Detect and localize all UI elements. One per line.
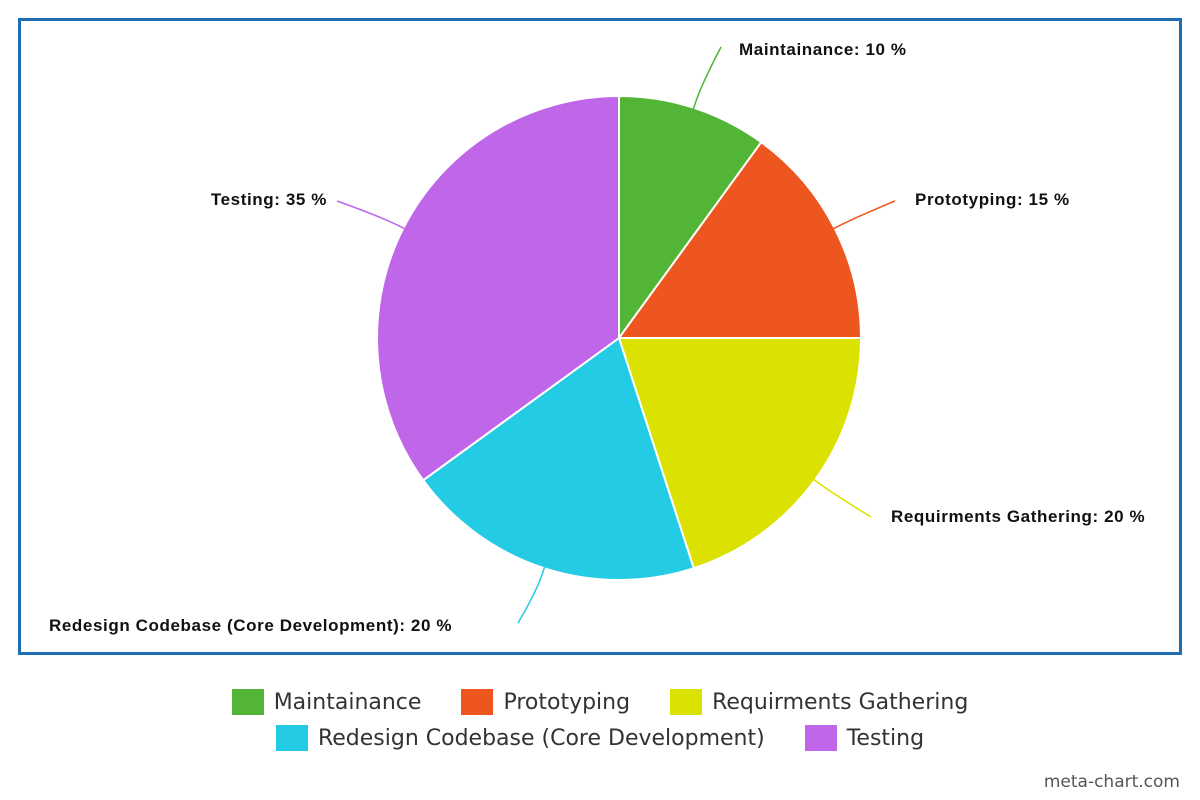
watermark[interactable]: meta-chart.com [1043,772,1180,792]
legend-item-testing[interactable]: Testing [804,725,925,751]
legend-item-maintainance[interactable]: Maintainance [231,689,422,715]
slice-label-redesign-codebase: Redesign Codebase (Core Development): 20… [49,616,452,635]
legend-swatch-testing [804,725,837,751]
leader-line-redesign-codebase [517,526,559,624]
leader-line-prototyping [795,200,896,249]
legend-label-maintainance: Maintainance [273,689,422,715]
leader-line-requirments-gathering [779,454,872,518]
legend-swatch-redesign-codebase [275,725,308,751]
legend-row-1: Maintainance Prototyping Requirments Gat… [0,684,1200,720]
legend-label-testing: Testing [846,725,925,751]
pie-chart: Maintainance: 10 % Prototyping: 15 % Requi… [49,40,1145,635]
legend-item-redesign-codebase[interactable]: Redesign Codebase (Core Development) [275,725,765,751]
legend: Maintainance Prototyping Requirments Gat… [0,684,1200,756]
slice-label-testing: Testing: 35 % [211,190,327,209]
legend-swatch-prototyping [461,689,494,715]
chart-frame: Maintainance: 10 % Prototyping: 15 % Requi… [18,18,1182,655]
leader-line-maintainance [679,46,722,150]
legend-label-redesign-codebase: Redesign Codebase (Core Development) [317,725,765,751]
slice-label-maintainance: Maintainance: 10 % [739,40,907,59]
legend-item-requirments-gathering[interactable]: Requirments Gathering [670,689,968,715]
slice-label-prototyping: Prototyping: 15 % [915,190,1070,209]
legend-swatch-maintainance [231,689,264,715]
legend-item-prototyping[interactable]: Prototyping [461,689,630,715]
leader-line-testing [336,200,443,249]
slice-label-requirments-gathering: Requirments Gathering: 20 % [891,507,1145,526]
legend-label-prototyping: Prototyping [503,689,631,715]
legend-label-requirments-gathering: Requirments Gathering [712,689,969,715]
legend-swatch-requirments-gathering [670,689,703,715]
legend-row-2: Redesign Codebase (Core Development) Tes… [0,720,1200,756]
